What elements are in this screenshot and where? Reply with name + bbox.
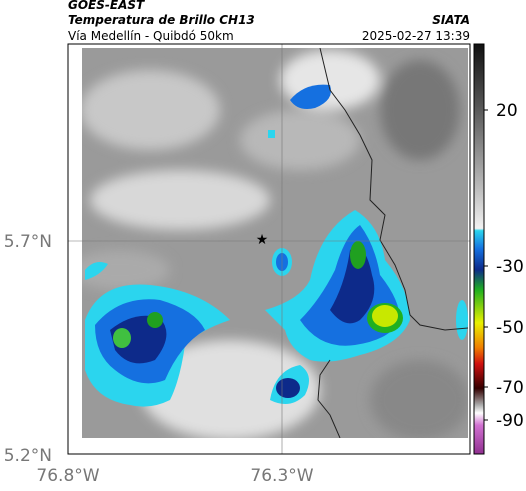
colorbar-tick-label: 20 — [496, 101, 518, 121]
source: GOES-EAST — [68, 0, 145, 12]
location-star: ★ — [256, 232, 269, 248]
title: Temperatura de Brillo CH13 — [68, 13, 255, 27]
colorbar-tick-label: -30 — [496, 257, 524, 277]
lat-label: 5.2°N — [4, 446, 52, 466]
colorbar-tick-label: -90 — [496, 411, 524, 431]
lat-label: 5.7°N — [4, 232, 52, 252]
colorbar-ticks — [484, 109, 488, 421]
timestamp: 2025-02-27 13:39 — [362, 29, 470, 43]
colorbar-tick-label: -70 — [496, 378, 524, 398]
region: Vía Medellín - Quibdó 50km — [68, 29, 234, 43]
lon-label: 76.3°W — [250, 466, 313, 486]
colorbar-tick-label: -50 — [496, 318, 524, 338]
imagery — [82, 48, 468, 438]
lon-label: 76.8°W — [36, 466, 99, 486]
colorbar — [473, 43, 485, 455]
org: SIATA — [432, 13, 470, 27]
map-frame — [67, 43, 471, 455]
